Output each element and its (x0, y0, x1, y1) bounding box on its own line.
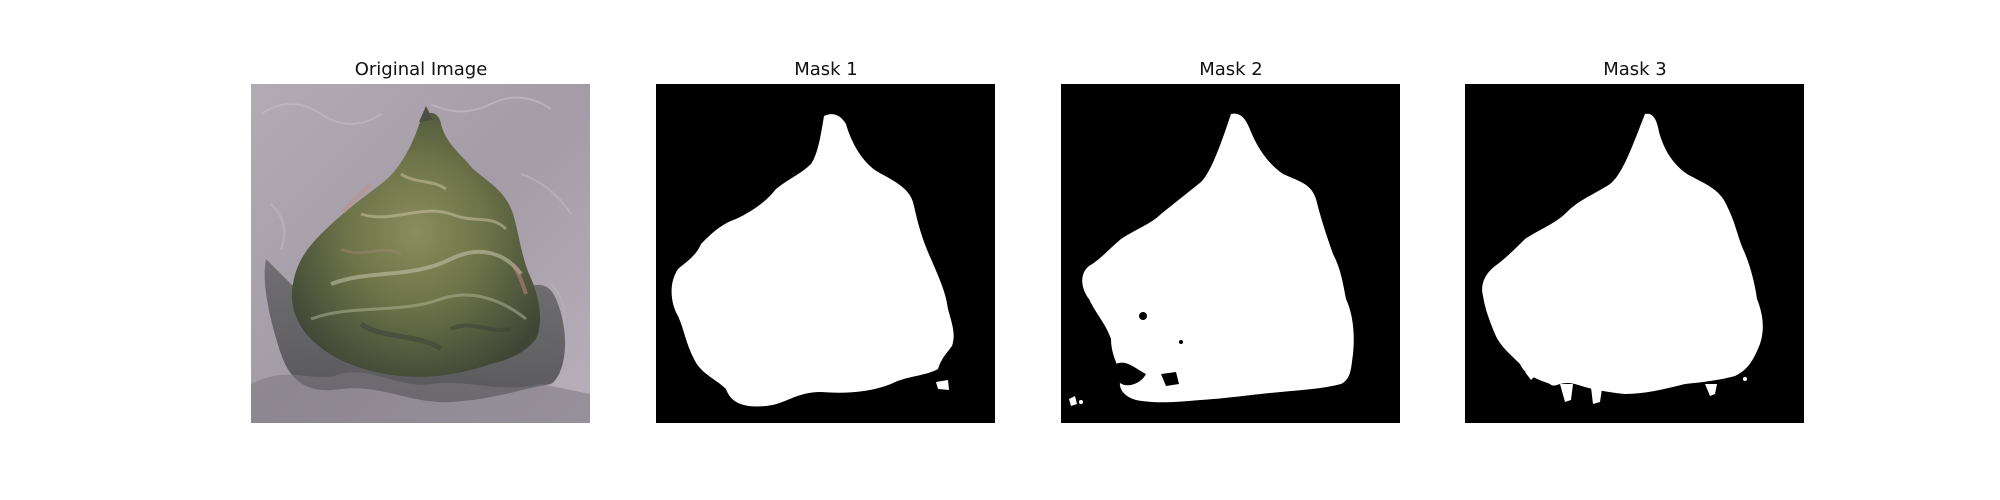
mask-1-image (656, 84, 995, 423)
mask-1-title: Mask 1 (794, 59, 858, 80)
original-image (251, 84, 590, 423)
mask-3-shape (1465, 84, 1804, 423)
mask-2-image (1061, 84, 1400, 423)
mask-1-shape (656, 84, 995, 423)
mask-2-panel: Mask 2 (1061, 58, 1401, 423)
mask-1-panel: Mask 1 (656, 58, 996, 423)
mask-2-title: Mask 2 (1199, 59, 1263, 80)
mask-3-title: Mask 3 (1603, 59, 1667, 80)
original-image-panel: Original Image (251, 58, 591, 423)
mask-3-image (1465, 84, 1804, 423)
leaf-photo (251, 84, 590, 423)
mask-2-shape (1061, 84, 1400, 423)
mask-3-panel: Mask 3 (1465, 58, 1805, 423)
original-image-title: Original Image (354, 59, 488, 80)
